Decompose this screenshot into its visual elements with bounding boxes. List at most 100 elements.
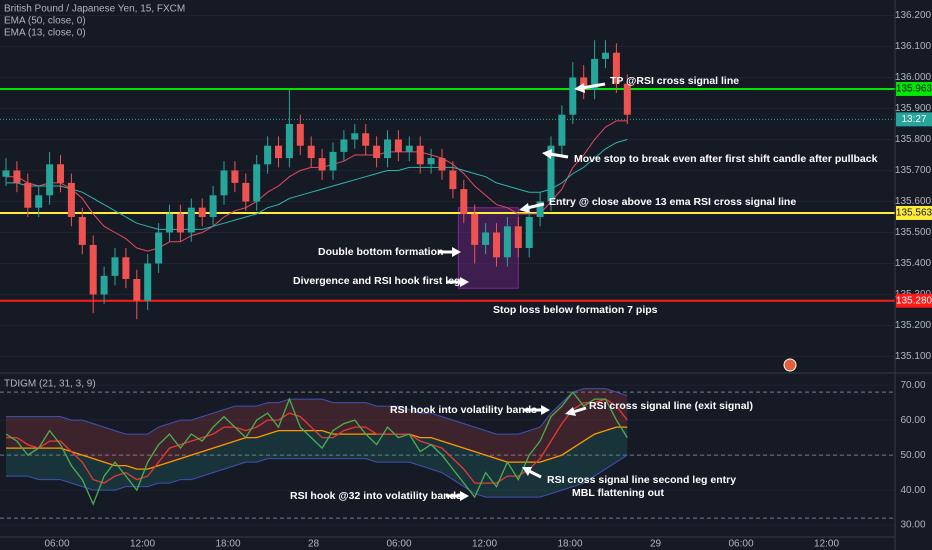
candle-body [166,213,173,233]
candle-body [57,164,64,183]
y-tick-label: 135.200 [895,320,932,331]
plot-layer [0,15,895,526]
indicator-line [6,454,628,498]
candle-body [405,145,413,152]
arrow-head [519,203,530,213]
candle-body [187,207,195,233]
indicator-line [6,426,628,470]
y-tick-label: 60.00 [900,415,925,426]
price-tag-label: 135.280 [896,295,932,306]
candle-body [78,217,86,245]
candle-body [296,124,304,146]
y-tick-label: 135.500 [895,227,932,238]
candle-body [264,145,272,165]
candle-body [525,217,533,248]
indicator-label: TDIGM (21, 31, 3, 9) [4,379,96,390]
candle-body [438,158,446,171]
candle-body [24,182,32,208]
countdown-label: 13:27 [901,114,926,125]
candle-body [67,182,75,217]
candle-body [231,170,239,183]
candle-body [35,195,43,208]
candle-body [307,145,315,159]
y-tick-label: 136.100 [895,41,932,52]
candle-body [351,133,359,140]
arrow-head [542,149,552,159]
candle-body [482,232,490,245]
indicator-line [6,120,628,252]
y-tick-label: 135.600 [895,196,932,207]
arrow [549,152,569,159]
arrow [526,202,545,210]
countdown-tag [896,112,932,127]
indicator-line [6,388,628,435]
arrow-head [460,491,469,501]
candle-body [285,124,293,159]
price-tag [896,205,932,220]
price-tag [896,81,932,96]
annotation: TP @RSI cross signal line [610,75,739,87]
arrow [528,469,542,479]
x-tick-label: 12:00 [472,539,497,550]
candle-body [89,244,97,295]
candle-body [471,213,479,245]
x-tick-label: 18:00 [557,539,582,550]
annotation: Divergence and RSI hook first leg [293,275,460,287]
candle-body [514,226,522,248]
candle-body [623,83,631,115]
arrow-head [574,83,585,93]
annotation: Move stop to break even after first shif… [574,153,878,165]
y-tick-label: 50.00 [900,450,925,461]
candle-body [449,170,457,190]
candle-body [275,145,282,159]
y-tick-label: 135.900 [895,103,932,114]
annotation: Stop loss below formation 7 pips [493,304,658,316]
indicator-label: EMA (50, close, 0) [4,16,86,27]
candle-body [329,151,337,171]
band-fill [6,388,628,470]
x-tick-label: 06:00 [44,539,69,550]
symbol-title: British Pound / Japanese Yen, 15, FXCM [4,4,185,15]
y-tick-label: 136.000 [895,72,932,83]
candle-body [242,182,250,202]
x-tick-label: 18:00 [215,539,240,550]
arrow-head [522,467,532,476]
y-tick-label: 136.200 [895,10,932,21]
alert-icon[interactable] [783,358,797,372]
y-tick-label: 135.100 [895,351,932,362]
candle-body [536,201,544,217]
candle-body [340,139,348,152]
candle-body [13,170,21,183]
candle-body [253,164,261,202]
candle-body [384,139,391,159]
annotation: RSI cross signal line (exit signal) [589,400,753,412]
arrow-head [565,407,576,416]
indicator-label: EMA (13, close, 0) [4,28,86,39]
candle-body [209,195,217,217]
arrow-head [541,405,550,415]
candle-body [198,207,206,217]
annotation: RSI hook @32 into volatility bands [290,490,462,502]
candle-body [558,114,566,146]
candle-body [220,170,228,196]
annotation: Entry @ close above 13 ema RSI cross sig… [549,196,796,208]
annotation: MBL flattening out [572,487,664,499]
candle-body [133,279,141,301]
candle-body [373,145,381,159]
x-tick-label: 29 [650,539,662,550]
candle-body [122,257,130,279]
candle-body [318,158,326,171]
candle-body [144,263,152,301]
price-tag-label: 135.963 [896,84,932,95]
candle-body [416,145,424,165]
y-tick-label: 40.00 [900,485,925,496]
candle-body [503,226,511,258]
candle-body [493,232,500,258]
price-tag-label: 135.563 [896,208,932,219]
arrow [572,406,587,414]
candle-body [569,77,577,115]
arrow-head [460,277,469,287]
x-tick-label: 06:00 [728,539,753,550]
